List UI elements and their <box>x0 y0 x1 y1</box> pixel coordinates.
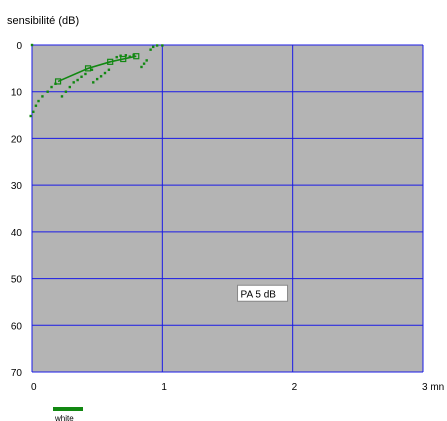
data-point <box>95 77 99 81</box>
data-point <box>72 81 75 84</box>
data-point <box>60 95 64 98</box>
data-point <box>132 53 135 57</box>
grid <box>31 44 424 373</box>
data-point <box>32 110 35 114</box>
plot-area <box>32 45 423 372</box>
data-point <box>76 78 79 82</box>
series-marker <box>120 55 127 63</box>
data-point <box>107 68 111 71</box>
x-tick-label: 0 <box>31 382 37 393</box>
series-marker <box>54 78 62 85</box>
data-point <box>161 44 164 47</box>
y-tick-label: 70 <box>11 368 23 379</box>
data-point <box>34 104 38 107</box>
annotation-text: PA 5 dB <box>241 289 277 300</box>
x-tick-label: 2 <box>292 382 298 393</box>
series-marker <box>133 53 140 60</box>
data-point <box>128 55 131 58</box>
data-point <box>90 68 94 71</box>
data-point <box>99 75 103 78</box>
data-point <box>155 44 159 47</box>
data-point <box>64 90 68 93</box>
data-series <box>29 43 164 118</box>
data-point <box>37 99 40 103</box>
y-tick-label: 40 <box>11 228 23 239</box>
y-tick-label: 60 <box>11 321 23 332</box>
x-tick-label: 1 <box>161 382 167 393</box>
data-point <box>152 45 155 49</box>
series-marker <box>84 65 92 72</box>
series-line-white <box>57 55 137 83</box>
data-point <box>119 54 122 57</box>
y-axis-label: sensibilité (dB) <box>7 15 79 27</box>
data-point <box>92 81 95 84</box>
legend-label-white: white <box>54 414 74 421</box>
x-tick-label: 3 mn <box>422 382 444 393</box>
data-point <box>103 71 107 75</box>
series-marker <box>107 58 114 65</box>
legend: white <box>53 407 83 421</box>
axis-ticks: 0 10 20 30 40 50 60 70 0 1 2 3 mn <box>11 41 444 393</box>
y-tick-label: 50 <box>11 275 23 286</box>
data-point <box>50 85 53 89</box>
data-point <box>46 90 49 93</box>
data-point <box>54 82 57 85</box>
data-point <box>68 85 71 89</box>
data-point <box>140 65 143 69</box>
annotation-box <box>237 284 289 302</box>
data-point <box>84 72 87 76</box>
data-point <box>115 55 118 59</box>
y-tick-label: 0 <box>16 41 22 52</box>
data-point <box>149 48 152 51</box>
y-tick-label: 10 <box>11 88 23 99</box>
y-tick-label: 30 <box>11 181 23 192</box>
data-point <box>142 62 146 65</box>
data-point <box>80 75 83 78</box>
data-point <box>145 59 148 62</box>
data-point <box>124 54 128 57</box>
data-point <box>30 43 34 47</box>
data-point <box>29 114 32 118</box>
y-tick-label: 20 <box>11 134 23 145</box>
annotation: PA 5 dB <box>237 284 289 302</box>
data-point <box>41 95 44 98</box>
